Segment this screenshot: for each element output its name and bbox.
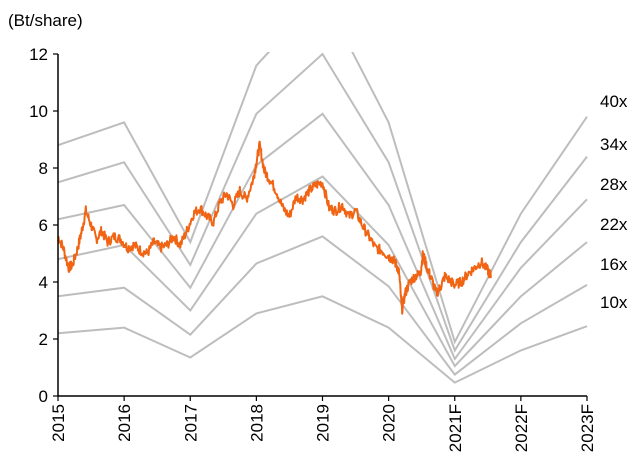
pe-bands [58, 52, 588, 384]
x-tick-label: 2015 [49, 404, 68, 442]
y-tick-label: 0 [39, 387, 48, 406]
unit-label: (Bt/share) [8, 11, 83, 30]
band-label-10x: 10x [600, 293, 628, 312]
x-tick-label: 2018 [247, 404, 266, 442]
pe-band-line-34x [58, 52, 588, 353]
band-label-16x: 16x [600, 255, 628, 274]
x-tick-labels: 2015 2016 2017 2018 2019 2020 2021F 2022F 2023F [49, 404, 597, 452]
x-tick-label: 2022F [512, 404, 531, 452]
pe-band-line-22x [58, 175, 588, 368]
pe-band-line-28x [58, 112, 588, 361]
x-tick-label: 2019 [314, 404, 333, 442]
y-tick-label: 4 [39, 273, 48, 292]
x-tick-label: 2020 [380, 404, 399, 442]
y-tick-label: 12 [29, 45, 48, 64]
band-label-34x: 34x [600, 135, 628, 154]
x-tick-label: 2017 [181, 404, 200, 442]
band-label-22x: 22x [600, 215, 628, 234]
band-label-40x: 40x [600, 92, 628, 111]
axes [53, 53, 588, 401]
band-labels: 40x 34x 28x 22x 16x 10x [600, 92, 628, 312]
y-tick-label: 10 [29, 102, 48, 121]
x-tick-label: 2023F [578, 404, 597, 452]
pe-band-line-10x [58, 295, 588, 384]
price-series [57, 140, 493, 315]
price-line [57, 140, 493, 315]
pe-band-line-40x [58, 52, 588, 345]
y-tick-labels: 0 2 4 6 8 10 12 [29, 45, 48, 406]
y-tick-label: 2 [39, 330, 48, 349]
x-tick-label: 2021F [446, 404, 465, 452]
band-label-28x: 28x [600, 175, 628, 194]
y-tick-label: 8 [39, 159, 48, 178]
y-tick-label: 6 [39, 216, 48, 235]
x-tick-label: 2016 [115, 404, 134, 442]
pe-band-line-16x [58, 235, 588, 377]
